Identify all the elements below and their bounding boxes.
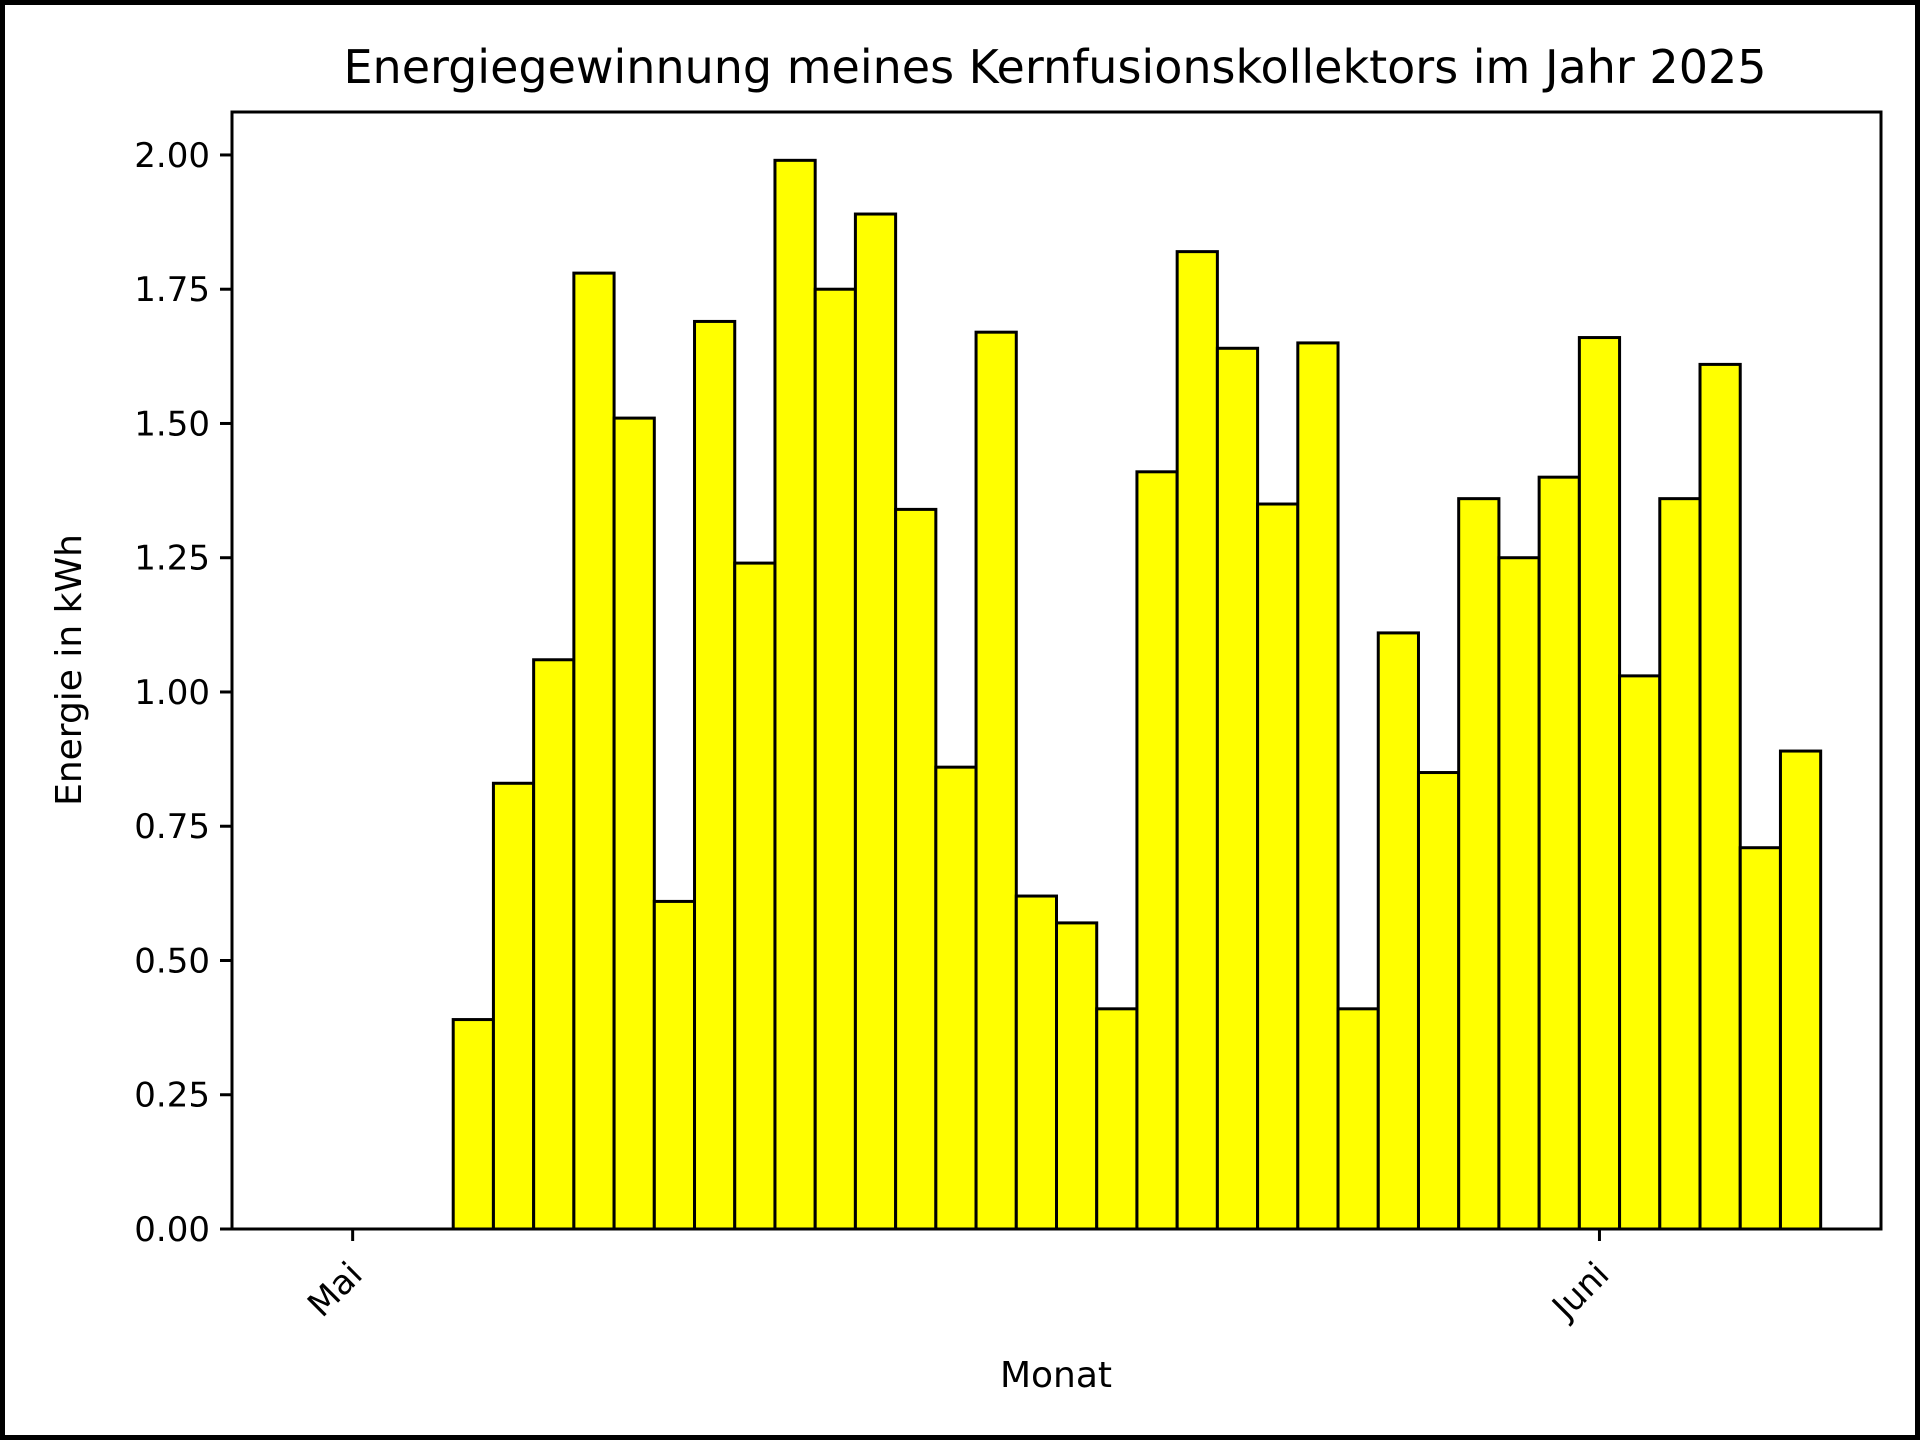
y-tick-label: 1.25	[134, 539, 210, 579]
bar-2025-05-31	[1577, 336, 1622, 1231]
bar-2025-05-18	[1055, 921, 1099, 1231]
x-axis: Mai Juni	[300, 1229, 1617, 1329]
bar-2025-05-26	[1376, 631, 1420, 1231]
bar-2025-06-04	[1738, 846, 1782, 1231]
bar-2025-05-05	[532, 658, 576, 1231]
bar-2025-05-10	[733, 561, 777, 1231]
bar-2025-05-04	[491, 781, 536, 1231]
bar-2025-05-20	[1135, 470, 1179, 1231]
y-tick-label: 2.00	[134, 136, 210, 176]
bar-2025-05-23	[1256, 502, 1300, 1231]
y-axis-title: Energie in kWh	[49, 534, 90, 806]
bar-2025-05-19	[1095, 1007, 1139, 1231]
bar-2025-05-30	[1537, 475, 1581, 1231]
bar-2025-05-21	[1175, 250, 1219, 1231]
y-tick-label: 1.00	[134, 673, 210, 713]
bar-2025-05-07	[612, 416, 656, 1231]
y-tick-label: 0.50	[134, 941, 210, 981]
bar-2025-05-24	[1296, 341, 1340, 1231]
bar-2025-05-17	[1014, 894, 1059, 1231]
bar-2025-06-02	[1658, 497, 1702, 1231]
bar-2025-05-25	[1336, 1007, 1380, 1231]
bar-2025-05-22	[1215, 346, 1260, 1231]
y-tick-label: 1.75	[134, 270, 210, 310]
x-tick-label: Juni	[1543, 1255, 1617, 1329]
bar-2025-05-27	[1416, 771, 1461, 1231]
bar-2025-05-15	[934, 765, 978, 1231]
bar-2025-05-28	[1457, 497, 1501, 1231]
bar-2025-05-03	[451, 1018, 495, 1231]
y-tick-label: 0.75	[134, 807, 210, 847]
bar-2025-05-06	[572, 271, 616, 1231]
bar-chart: Energiegewinnung meines Kernfusionskolle…	[49, 40, 1883, 1396]
bar-2025-06-05	[1778, 749, 1823, 1231]
bar-2025-05-13	[853, 212, 898, 1231]
bar-2025-06-01	[1618, 674, 1662, 1231]
x-tick-label: Mai	[300, 1255, 370, 1325]
bar-2025-05-09	[693, 319, 737, 1231]
chart-title: Energiegewinnung meines Kernfusionskolle…	[343, 40, 1766, 94]
x-axis-title: Monat	[1000, 1355, 1112, 1396]
bars-group	[451, 158, 1823, 1231]
y-tick-label: 0.00	[134, 1210, 210, 1250]
bar-2025-05-16	[974, 330, 1018, 1231]
y-axis: 0.00 0.25 0.50 0.75 1.00 1.25 1.50 1.75 2.00	[134, 136, 232, 1250]
bar-2025-06-03	[1698, 362, 1742, 1231]
y-tick-label: 0.25	[134, 1076, 210, 1116]
bar-2025-05-14	[894, 507, 938, 1231]
bar-2025-05-12	[813, 287, 857, 1231]
bar-2025-05-08	[652, 899, 697, 1231]
bar-2025-05-29	[1497, 556, 1541, 1231]
bar-2025-05-11	[773, 158, 817, 1231]
plot-frame	[230, 110, 1883, 1231]
y-tick-label: 1.50	[134, 404, 210, 444]
